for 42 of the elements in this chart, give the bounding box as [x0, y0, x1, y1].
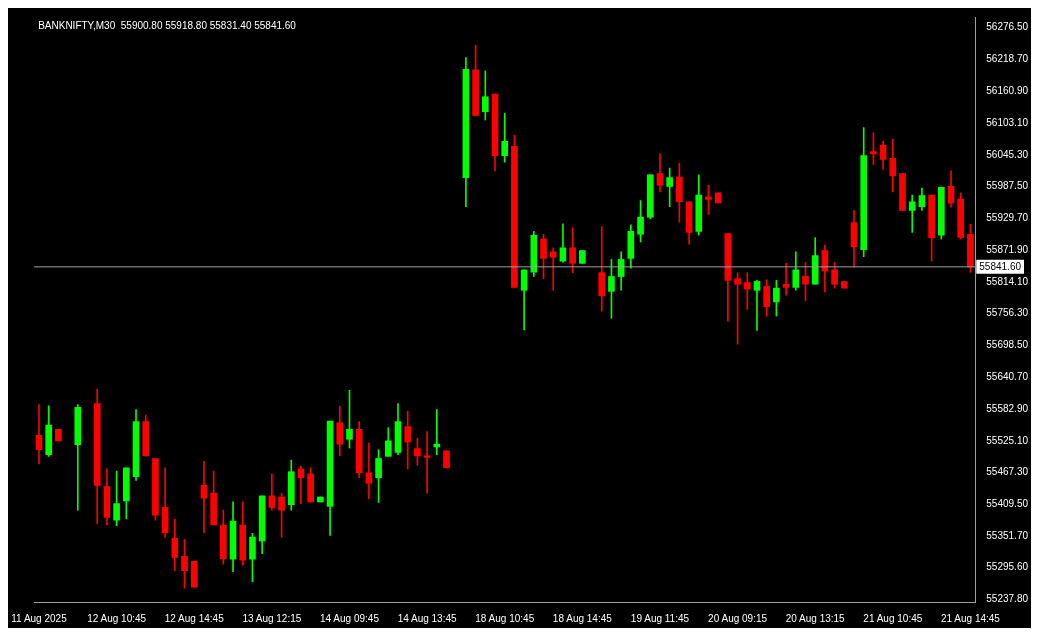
y-tick-label: 55582.90: [986, 402, 1029, 414]
x-tick-label: 20 Aug 09:15: [708, 612, 768, 624]
y-tick-label: 56103.10: [986, 116, 1029, 128]
x-tick-label: 18 Aug 10:45: [475, 612, 535, 624]
y-tick-label: 55351.70: [986, 529, 1029, 541]
y-tick-label: 56218.70: [986, 53, 1029, 65]
x-tick-label: 21 Aug 14:45: [940, 612, 1001, 624]
candlestick: [423, 431, 431, 494]
candlestick: [433, 409, 441, 455]
y-tick-label: 55929.70: [986, 212, 1029, 224]
ref-line-label: 55841.60: [979, 260, 1022, 272]
y-tick-label: 55756.30: [986, 307, 1029, 319]
x-tick-label: 20 Aug 13:15: [785, 612, 846, 624]
chart-title: BANKNIFTY,M30 55900.80 55918.80 55831.40 55841.60: [38, 19, 297, 31]
y-tick-label: 55295.60: [986, 560, 1029, 572]
y-tick-label: 55987.50: [986, 180, 1029, 192]
candlestick: [743, 272, 751, 310]
x-tick-label: 13 Aug 12:15: [242, 612, 302, 624]
y-tick-label: 56276.50: [986, 21, 1029, 33]
y-tick-label: 56045.30: [986, 148, 1029, 160]
x-tick-label: 12 Aug 10:45: [87, 612, 147, 624]
y-tick-label: 55698.50: [986, 339, 1029, 351]
y-tick-label: 55525.10: [986, 434, 1029, 446]
candlestick: [35, 404, 43, 465]
x-tick-label: 19 Aug 11:45: [630, 612, 690, 624]
candlestick: [365, 442, 373, 499]
y-tick-label: 56160.90: [986, 85, 1029, 97]
y-tick-label: 55640.70: [986, 371, 1029, 383]
x-tick-label: 14 Aug 13:45: [397, 612, 458, 624]
x-tick-label: 14 Aug 09:45: [320, 612, 380, 624]
y-tick-label: 55467.30: [986, 466, 1029, 478]
x-tick-label: 11 Aug 2025: [11, 612, 68, 624]
candlestick: [782, 262, 790, 296]
y-tick-label: 55409.50: [986, 498, 1029, 510]
y-tick-label: 55814.10: [986, 275, 1029, 287]
x-tick-label: 21 Aug 10:45: [863, 612, 923, 624]
x-tick-label: 12 Aug 14:45: [164, 612, 225, 624]
y-tick-label: 55237.80: [986, 592, 1029, 604]
candlestick: [753, 280, 761, 331]
x-tick-label: 18 Aug 14:45: [552, 612, 613, 624]
y-tick-label: 55871.90: [986, 243, 1029, 255]
candlestick: [549, 247, 557, 291]
